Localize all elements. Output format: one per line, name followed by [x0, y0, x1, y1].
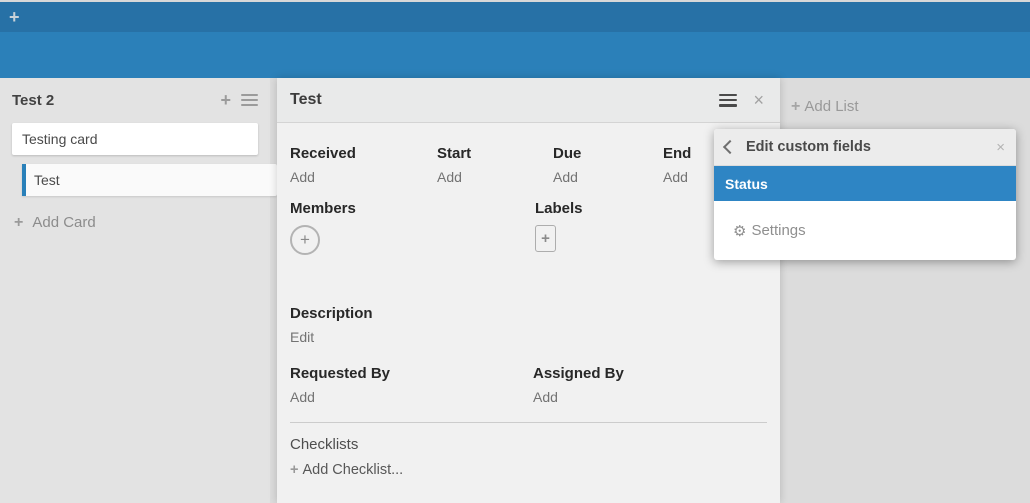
minicard-test-selected[interactable]: Test: [22, 164, 277, 196]
members-block: Members +: [290, 200, 535, 255]
field-start: Start Add: [437, 145, 553, 185]
custom-field-label: Status: [725, 175, 768, 192]
field-label: Start: [437, 145, 472, 162]
requested-by-label: Requested By: [290, 365, 391, 382]
window-top-strip: [0, 0, 1030, 2]
add-list-button[interactable]: + Add List: [791, 98, 859, 116]
minicard-testing-card[interactable]: Testing card: [12, 123, 258, 155]
custom-field-status-item[interactable]: Status: [714, 166, 1016, 201]
plus-icon: +: [290, 462, 299, 478]
add-checklist-link[interactable]: + Add Checklist...: [290, 462, 767, 478]
members-labels-row: Members + Labels +: [290, 200, 767, 255]
labels-label: Labels: [535, 200, 583, 217]
end-add-link[interactable]: Add: [663, 169, 688, 185]
add-board-icon[interactable]: +: [9, 7, 20, 27]
dates-row: Received Add Start Add Due Add End Add: [290, 145, 767, 185]
requested-assigned-row: Requested By Add Assigned By Add: [290, 365, 767, 405]
assigned-by-label: Assigned By: [533, 365, 624, 382]
members-label: Members: [290, 200, 356, 217]
board-header-bar: [0, 32, 1030, 78]
requested-by-add-link[interactable]: Add: [290, 389, 315, 405]
add-label-button[interactable]: +: [535, 225, 556, 252]
add-list-label: Add List: [804, 98, 859, 115]
popup-close-icon[interactable]: ×: [996, 138, 1005, 156]
received-add-link[interactable]: Add: [290, 169, 315, 185]
plus-icon: +: [14, 214, 24, 231]
list-header: Test 2 +: [0, 78, 270, 109]
card-detail-title: Test: [290, 91, 322, 108]
plus-icon: +: [541, 230, 550, 247]
card-detail-body: Received Add Start Add Due Add End Add: [277, 123, 780, 478]
add-card-label: Add Card: [32, 214, 96, 231]
due-add-link[interactable]: Add: [553, 169, 578, 185]
gear-icon: ⚙: [733, 222, 747, 240]
list-add-card-icon[interactable]: +: [220, 90, 231, 110]
assigned-by-block: Assigned By Add: [533, 365, 767, 405]
checklists-label: Checklists: [290, 436, 359, 453]
minicard-title: Test: [34, 172, 60, 188]
section-divider: [290, 422, 767, 423]
start-add-link[interactable]: Add: [437, 169, 462, 185]
description-label: Description: [290, 305, 373, 322]
assigned-by-add-link[interactable]: Add: [533, 389, 558, 405]
minicard-title: Testing card: [22, 131, 98, 147]
add-member-button[interactable]: +: [290, 225, 320, 255]
field-due: Due Add: [553, 145, 663, 185]
list-menu-icon[interactable]: [241, 94, 258, 106]
list-test2: Test 2 + Testing card Test + Add Card: [0, 78, 277, 503]
add-card-button[interactable]: + Add Card: [14, 214, 258, 232]
description-block: Description Edit: [290, 305, 767, 345]
popup-title: Edit custom fields: [746, 139, 871, 155]
field-end: End Add: [663, 145, 767, 185]
card-menu-icon[interactable]: [719, 93, 738, 107]
add-checklist-label: Add Checklist...: [302, 462, 404, 478]
field-label: End: [663, 145, 692, 162]
app-topbar: +: [0, 2, 1030, 32]
board-canvas: Test 2 + Testing card Test + Add Card Tes…: [0, 78, 1030, 503]
card-detail-header: Test ×: [277, 78, 780, 123]
plus-icon: +: [791, 98, 801, 115]
settings-menu-item[interactable]: ⚙ Settings: [714, 201, 1016, 260]
back-chevron-icon[interactable]: [722, 139, 738, 155]
field-received: Received Add: [290, 145, 437, 185]
field-label: Due: [553, 145, 582, 162]
labels-block: Labels +: [535, 200, 767, 255]
card-detail-panel: Test × Received Add Start Add Due Add: [277, 78, 780, 503]
field-label: Received: [290, 145, 356, 162]
description-edit-link[interactable]: Edit: [290, 329, 315, 345]
list-title: Test 2: [12, 91, 55, 109]
plus-icon: +: [300, 230, 310, 249]
settings-label: Settings: [751, 222, 806, 239]
card-close-icon[interactable]: ×: [753, 90, 764, 110]
popup-header: Edit custom fields ×: [714, 129, 1016, 166]
requested-by-block: Requested By Add: [290, 365, 533, 405]
edit-custom-fields-popup: Edit custom fields × Status ⚙ Settings: [714, 129, 1016, 260]
